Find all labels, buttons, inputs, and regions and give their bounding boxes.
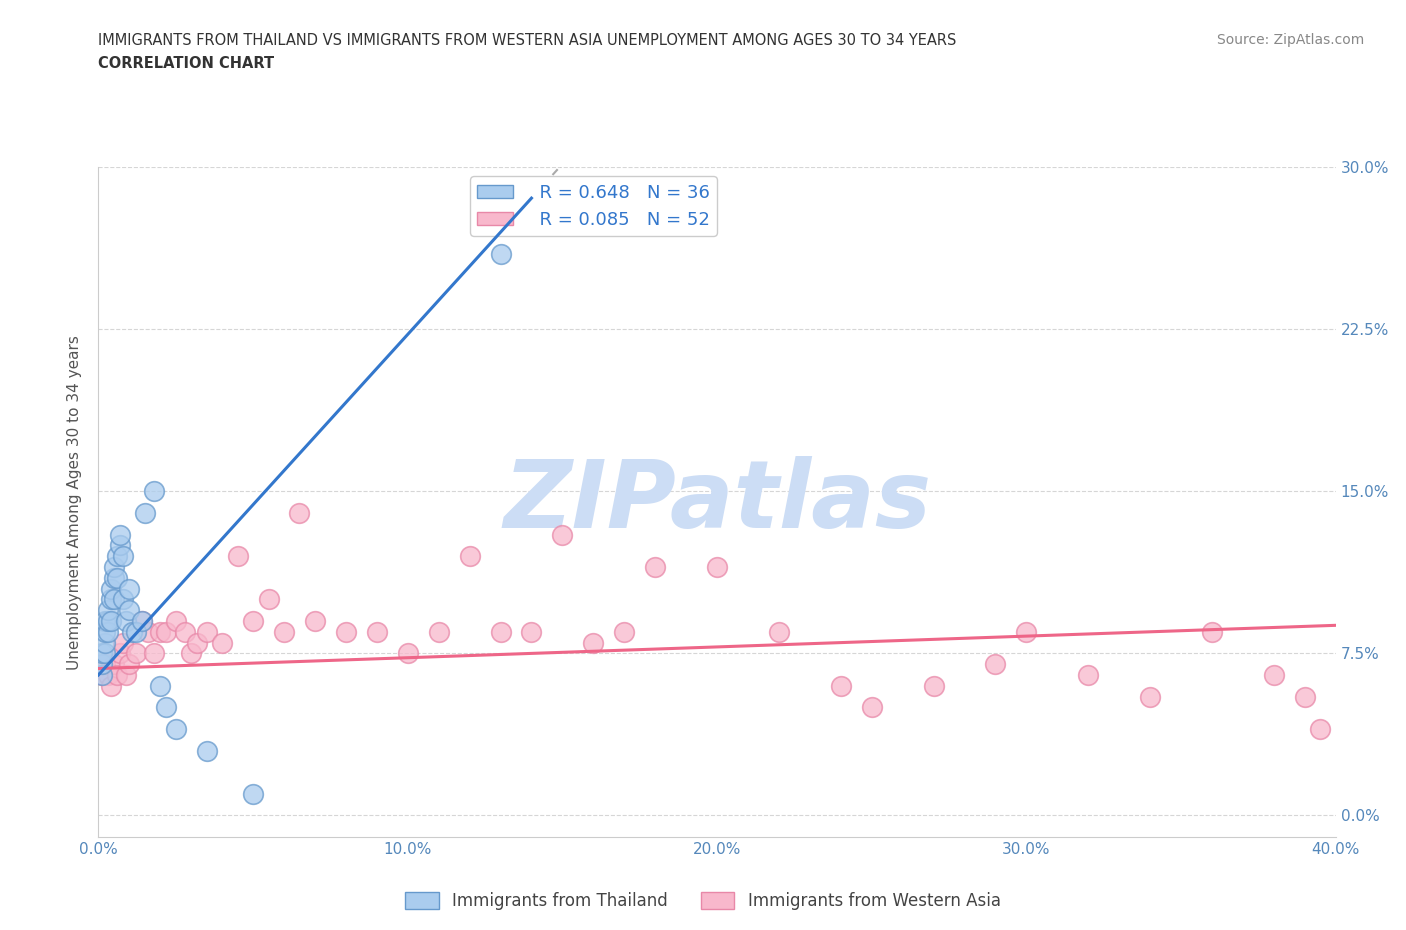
Point (118, 657, 141, 671)
Point (100, 581, 122, 596)
Point (1139, 689, 1161, 704)
Point (273, 624, 295, 639)
Point (174, 624, 197, 639)
Point (90, 668, 112, 683)
Point (115, 614, 138, 629)
Y-axis label: Unemployment Among Ages 30 to 34 years: Unemployment Among Ages 30 to 34 years (67, 335, 83, 670)
Point (134, 506, 156, 521)
Point (1263, 668, 1285, 683)
Point (644, 560, 666, 575)
Point (860, 700, 883, 715)
Point (105, 668, 128, 683)
Point (1015, 624, 1038, 639)
Point (112, 635, 135, 650)
Point (143, 646, 166, 661)
Point (108, 646, 131, 661)
Point (90, 646, 112, 661)
Point (551, 527, 574, 542)
Point (257, 592, 280, 607)
Point (226, 549, 249, 564)
Point (100, 678, 122, 693)
Point (136, 624, 159, 639)
Point (105, 570, 128, 585)
Point (242, 787, 264, 802)
Point (582, 635, 605, 650)
Point (149, 624, 172, 639)
Point (706, 560, 728, 575)
Point (118, 603, 141, 618)
Point (90, 657, 112, 671)
Point (458, 549, 481, 564)
Point (180, 646, 202, 661)
Point (97, 624, 120, 639)
Point (103, 657, 125, 671)
Point (97, 603, 120, 618)
Point (489, 246, 512, 261)
Point (613, 624, 636, 639)
Point (93, 624, 115, 639)
Point (830, 678, 852, 693)
Point (90, 668, 112, 683)
Point (93, 646, 115, 661)
Point (489, 624, 512, 639)
Point (100, 592, 122, 607)
Point (103, 560, 125, 575)
Point (108, 527, 131, 542)
Legend:   R = 0.648   N = 36,   R = 0.085   N = 52: R = 0.648 N = 36, R = 0.085 N = 52 (470, 177, 717, 236)
Point (108, 538, 131, 552)
Point (124, 646, 146, 661)
Point (1077, 668, 1099, 683)
Legend: Immigrants from Thailand, Immigrants from Western Asia: Immigrants from Thailand, Immigrants fro… (399, 885, 1007, 917)
Point (105, 549, 128, 564)
Point (93, 614, 115, 629)
Point (1201, 624, 1223, 639)
Point (186, 635, 208, 650)
Point (768, 624, 790, 639)
Point (1309, 722, 1331, 737)
Point (288, 506, 311, 521)
Point (366, 624, 388, 639)
Point (115, 668, 138, 683)
Point (520, 624, 543, 639)
Point (396, 646, 419, 661)
Point (121, 624, 143, 639)
Point (335, 624, 357, 639)
Text: Source: ZipAtlas.com: Source: ZipAtlas.com (1216, 33, 1364, 46)
Point (124, 624, 146, 639)
Point (118, 581, 141, 596)
Point (112, 592, 135, 607)
Text: CORRELATION CHART: CORRELATION CHART (98, 56, 274, 71)
Point (143, 484, 166, 498)
Point (165, 614, 187, 629)
Text: IMMIGRANTS FROM THAILAND VS IMMIGRANTS FROM WESTERN ASIA UNEMPLOYMENT AMONG AGES: IMMIGRANTS FROM THAILAND VS IMMIGRANTS F… (98, 33, 957, 47)
Point (427, 624, 450, 639)
Point (195, 624, 218, 639)
Point (93, 635, 115, 650)
Point (155, 700, 177, 715)
Point (100, 614, 122, 629)
Point (131, 614, 153, 629)
Text: ZIPatlas: ZIPatlas (503, 457, 931, 548)
Point (1294, 689, 1316, 704)
Point (922, 678, 945, 693)
Point (131, 614, 153, 629)
Point (304, 614, 326, 629)
Point (97, 614, 120, 629)
Point (984, 657, 1007, 671)
Point (97, 668, 120, 683)
Point (155, 624, 177, 639)
Point (195, 743, 218, 758)
Point (112, 549, 135, 564)
Point (165, 722, 187, 737)
Point (211, 635, 233, 650)
Point (93, 657, 115, 671)
Point (242, 614, 264, 629)
Point (149, 678, 172, 693)
Point (103, 592, 125, 607)
Point (103, 570, 125, 585)
